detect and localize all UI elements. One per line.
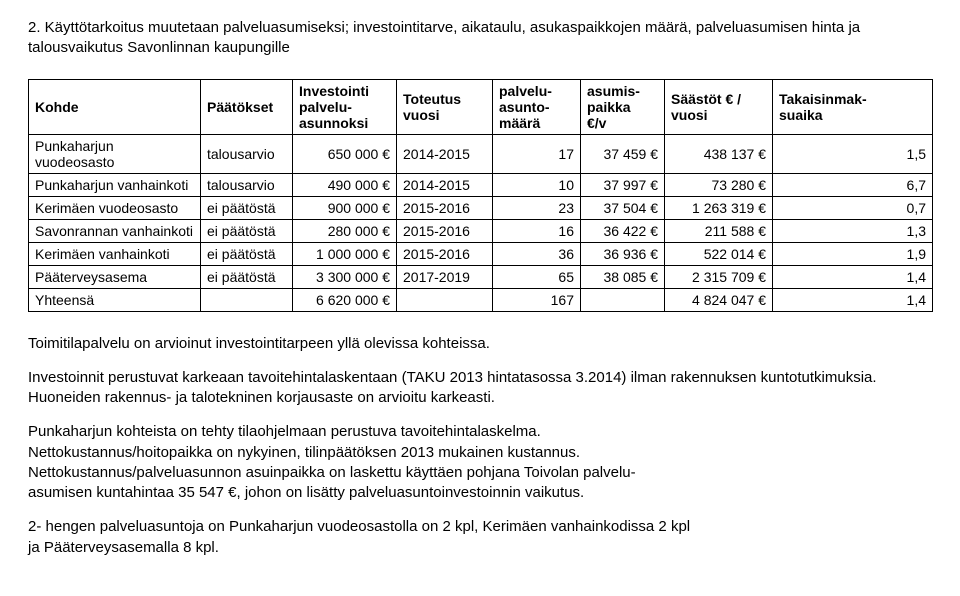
cell-takaisinmaksu: 1,4: [773, 288, 933, 311]
cell-investointi: 650 000 €: [293, 134, 397, 173]
cell-paatokset: talousarvio: [201, 173, 293, 196]
paragraph-3: Punkaharjun kohteista on tehty tilaohjel…: [28, 422, 932, 503]
table-row: Punkaharjun vanhainkoti talousarvio 490 …: [29, 173, 933, 196]
title-line-2: talousvaikutus Savonlinnan kaupungille: [28, 39, 290, 56]
cell-saastot: 438 137 €: [665, 134, 773, 173]
cell-asumispaikka: [581, 288, 665, 311]
cell-kohde: Savonrannan vanhainkoti: [29, 219, 201, 242]
table-header-row: Kohde Päätökset Investointi palvelu- asu…: [29, 79, 933, 134]
cell-kohde: Yhteensä: [29, 288, 201, 311]
cell-investointi: 6 620 000 €: [293, 288, 397, 311]
cell-asumispaikka: 38 085 €: [581, 265, 665, 288]
cell-saastot: 73 280 €: [665, 173, 773, 196]
col-investointi: Investointi palvelu- asunnoksi: [293, 79, 397, 134]
col-maara: palvelu- asunto- määrä: [493, 79, 581, 134]
col-toteutus: Toteutus vuosi: [397, 79, 493, 134]
table-row-total: Yhteensä 6 620 000 € 167 4 824 047 € 1,4: [29, 288, 933, 311]
col-takaisinmaksu: Takaisinmak- suaika: [773, 79, 933, 134]
cell-maara: 16: [493, 219, 581, 242]
cell-kohde: Kerimäen vuodeosasto: [29, 196, 201, 219]
cell-maara: 167: [493, 288, 581, 311]
cell-paatokset: ei päätöstä: [201, 242, 293, 265]
cell-investointi: 490 000 €: [293, 173, 397, 196]
cell-asumispaikka: 37 504 €: [581, 196, 665, 219]
cell-asumispaikka: 37 997 €: [581, 173, 665, 196]
cell-investointi: 280 000 €: [293, 219, 397, 242]
cell-kohde: Punkaharjun vuodeosasto: [29, 134, 201, 173]
cell-maara: 17: [493, 134, 581, 173]
cell-toteutus: 2014-2015: [397, 173, 493, 196]
cell-paatokset: ei päätöstä: [201, 196, 293, 219]
cell-maara: 36: [493, 242, 581, 265]
cell-saastot: 2 315 709 €: [665, 265, 773, 288]
cell-takaisinmaksu: 1,3: [773, 219, 933, 242]
col-saastot: Säästöt € / vuosi: [665, 79, 773, 134]
cell-saastot: 522 014 €: [665, 242, 773, 265]
cell-toteutus: 2014-2015: [397, 134, 493, 173]
cell-maara: 10: [493, 173, 581, 196]
col-kohde: Kohde: [29, 79, 201, 134]
paragraph-4: 2- hengen palveluasuntoja on Punkaharjun…: [28, 517, 932, 558]
cell-takaisinmaksu: 1,5: [773, 134, 933, 173]
cell-saastot: 4 824 047 €: [665, 288, 773, 311]
title-line-1: 2. Käyttötarkoitus muutetaan palveluasum…: [28, 19, 860, 36]
cell-takaisinmaksu: 6,7: [773, 173, 933, 196]
cell-takaisinmaksu: 1,9: [773, 242, 933, 265]
paragraph-2: Investoinnit perustuvat karkeaan tavoite…: [28, 368, 932, 409]
cell-investointi: 900 000 €: [293, 196, 397, 219]
table-row: Pääterveysasema ei päätöstä 3 300 000 € …: [29, 265, 933, 288]
body-text: Toimitilapalvelu on arvioinut investoint…: [28, 334, 932, 558]
cell-toteutus: 2015-2016: [397, 196, 493, 219]
cell-investointi: 1 000 000 €: [293, 242, 397, 265]
cell-saastot: 1 263 319 €: [665, 196, 773, 219]
investment-table: Kohde Päätökset Investointi palvelu- asu…: [28, 79, 933, 312]
table-row: Kerimäen vuodeosasto ei päätöstä 900 000…: [29, 196, 933, 219]
cell-toteutus: [397, 288, 493, 311]
table-row: Savonrannan vanhainkoti ei päätöstä 280 …: [29, 219, 933, 242]
cell-kohde: Kerimäen vanhainkoti: [29, 242, 201, 265]
table-row: Punkaharjun vuodeosasto talousarvio 650 …: [29, 134, 933, 173]
page-title: 2. Käyttötarkoitus muutetaan palveluasum…: [28, 18, 928, 59]
cell-kohde: Pääterveysasema: [29, 265, 201, 288]
cell-asumispaikka: 36 422 €: [581, 219, 665, 242]
table-row: Kerimäen vanhainkoti ei päätöstä 1 000 0…: [29, 242, 933, 265]
cell-toteutus: 2015-2016: [397, 242, 493, 265]
col-asumispaikka: asumis- paikka €/v: [581, 79, 665, 134]
cell-asumispaikka: 37 459 €: [581, 134, 665, 173]
cell-kohde: Punkaharjun vanhainkoti: [29, 173, 201, 196]
cell-paatokset: ei päätöstä: [201, 219, 293, 242]
cell-takaisinmaksu: 0,7: [773, 196, 933, 219]
cell-saastot: 211 588 €: [665, 219, 773, 242]
cell-paatokset: talousarvio: [201, 134, 293, 173]
cell-paatokset: ei päätöstä: [201, 265, 293, 288]
cell-toteutus: 2017-2019: [397, 265, 493, 288]
col-paatokset: Päätökset: [201, 79, 293, 134]
cell-maara: 23: [493, 196, 581, 219]
cell-maara: 65: [493, 265, 581, 288]
cell-toteutus: 2015-2016: [397, 219, 493, 242]
cell-takaisinmaksu: 1,4: [773, 265, 933, 288]
cell-asumispaikka: 36 936 €: [581, 242, 665, 265]
paragraph-1: Toimitilapalvelu on arvioinut investoint…: [28, 334, 932, 354]
cell-investointi: 3 300 000 €: [293, 265, 397, 288]
cell-paatokset: [201, 288, 293, 311]
